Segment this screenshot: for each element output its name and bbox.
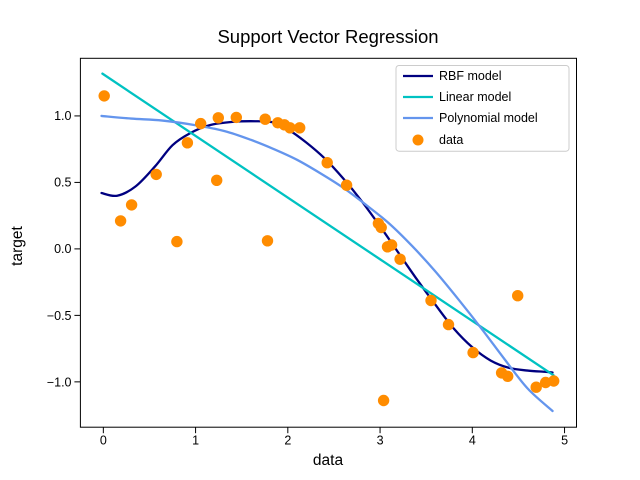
svg-text:1: 1 [192, 434, 199, 448]
svg-text:4: 4 [469, 434, 476, 448]
svg-text:5: 5 [561, 434, 568, 448]
svg-text:−1.0: −1.0 [47, 375, 72, 389]
svg-text:RBF model: RBF model [439, 69, 502, 83]
svg-text:0: 0 [100, 434, 107, 448]
svg-text:3: 3 [377, 434, 384, 448]
svg-text:−0.5: −0.5 [47, 309, 72, 323]
svg-text:Support Vector Regression: Support Vector Regression [217, 26, 438, 47]
svg-text:Linear model: Linear model [439, 90, 511, 104]
svg-text:data: data [439, 133, 463, 147]
svg-text:0.0: 0.0 [54, 242, 71, 256]
svg-text:2: 2 [284, 434, 291, 448]
svg-text:0.5: 0.5 [54, 176, 71, 190]
svg-text:data: data [313, 452, 344, 469]
svg-text:Polynomial model: Polynomial model [439, 111, 538, 125]
svg-text:1.0: 1.0 [54, 109, 71, 123]
svg-text:target: target [9, 225, 26, 265]
